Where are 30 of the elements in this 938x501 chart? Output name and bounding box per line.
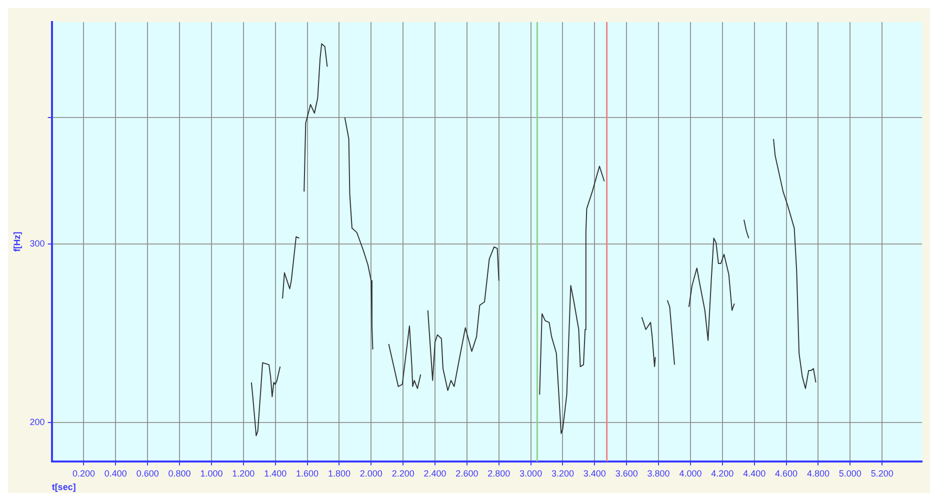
x-tick-label: 0.200 xyxy=(72,468,96,478)
x-tick-label: 1.000 xyxy=(200,468,223,478)
x-tick-label: 3.800 xyxy=(647,468,670,478)
x-tick-label: 4.800 xyxy=(806,468,830,478)
x-tick-label: 4.000 xyxy=(679,468,702,478)
x-tick-label: 2.400 xyxy=(424,468,446,478)
x-tick-label: 3.000 xyxy=(520,468,542,478)
x-tick-label: 2.800 xyxy=(488,468,510,478)
y-axis-title: f[Hz] xyxy=(12,232,22,252)
x-tick-label: 2.200 xyxy=(392,468,414,478)
x-tick-label: 1.200 xyxy=(232,468,255,478)
x-tick-label: 5.000 xyxy=(838,468,862,478)
x-axis-title: t[sec] xyxy=(52,482,76,492)
x-tick-label: 1.600 xyxy=(296,468,319,478)
x-tick-label: 2.600 xyxy=(456,468,478,478)
x-tick-label: 3.600 xyxy=(615,468,638,478)
x-tick-label: 4.200 xyxy=(711,468,734,478)
y-tick-label: 300 xyxy=(30,238,45,248)
x-tick-label: 5.200 xyxy=(870,468,894,478)
x-tick-label: 0.600 xyxy=(136,468,159,478)
y-tick-label: 200 xyxy=(30,416,45,427)
x-tick-label: 4.600 xyxy=(775,468,798,478)
x-tick-label: 2.000 xyxy=(360,468,382,478)
x-tick-label: 0.400 xyxy=(104,468,127,478)
x-tick-label: 3.400 xyxy=(583,468,606,478)
x-tick-label: 4.400 xyxy=(743,468,766,478)
x-tick-label: 0.800 xyxy=(168,468,191,478)
x-tick-label: 3.200 xyxy=(551,468,574,478)
x-tick-label: 1.800 xyxy=(328,468,350,478)
x-tick-label: 1.400 xyxy=(264,468,287,478)
